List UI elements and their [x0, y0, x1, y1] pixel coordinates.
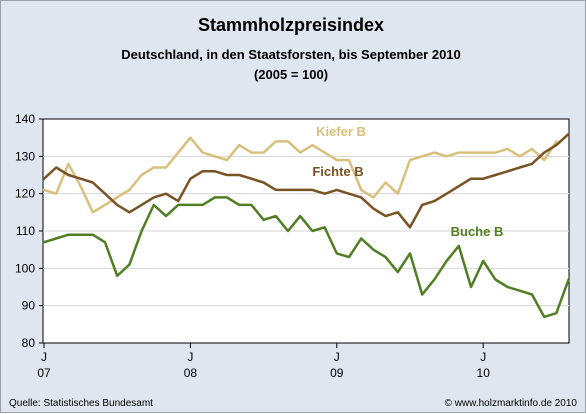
y-tick-label: 140	[15, 112, 35, 126]
x-tick-year: 10	[477, 366, 491, 380]
series-line-fichte-b	[42, 132, 570, 229]
x-tick-month: J	[334, 350, 340, 364]
y-tick-label: 80	[22, 336, 36, 350]
y-tick-label: 130	[15, 149, 35, 163]
axis-layer: 80 90 100 110 120 130 140 J 07 J 08 J 09 J 10	[15, 112, 490, 380]
grid-layer	[43, 155, 569, 307]
series-line-buche-b	[42, 196, 570, 319]
chart-subtitle-base: (2005 = 100)	[254, 67, 328, 82]
y-tick-label: 90	[22, 299, 36, 313]
series-line-kiefer-b	[42, 136, 558, 214]
x-tick-month: J	[41, 350, 47, 364]
x-tick-month: J	[187, 350, 193, 364]
x-tick-year: 08	[184, 366, 198, 380]
source-note: Quelle: Statistisches Bundesamt	[9, 398, 153, 409]
y-tick-label: 110	[16, 224, 35, 238]
series-label-fichte: Fichte B	[312, 164, 363, 179]
x-tick-year: 09	[330, 366, 344, 380]
chart-title: Stammholzpreisindex	[198, 15, 384, 35]
x-tick-month: J	[480, 350, 486, 364]
chart-subtitle: Deutschland, in den Staatsforsten, bis S…	[121, 47, 461, 62]
y-tick-label: 100	[15, 261, 35, 275]
series-label-buche: Buche B	[451, 224, 504, 239]
y-tick-label: 120	[15, 187, 35, 201]
x-tick-year: 07	[37, 366, 51, 380]
copyright-note: © www.holzmarktinfo.de 2010	[445, 398, 578, 409]
series-layer	[42, 132, 570, 319]
series-label-kiefer: Kiefer B	[316, 124, 366, 139]
